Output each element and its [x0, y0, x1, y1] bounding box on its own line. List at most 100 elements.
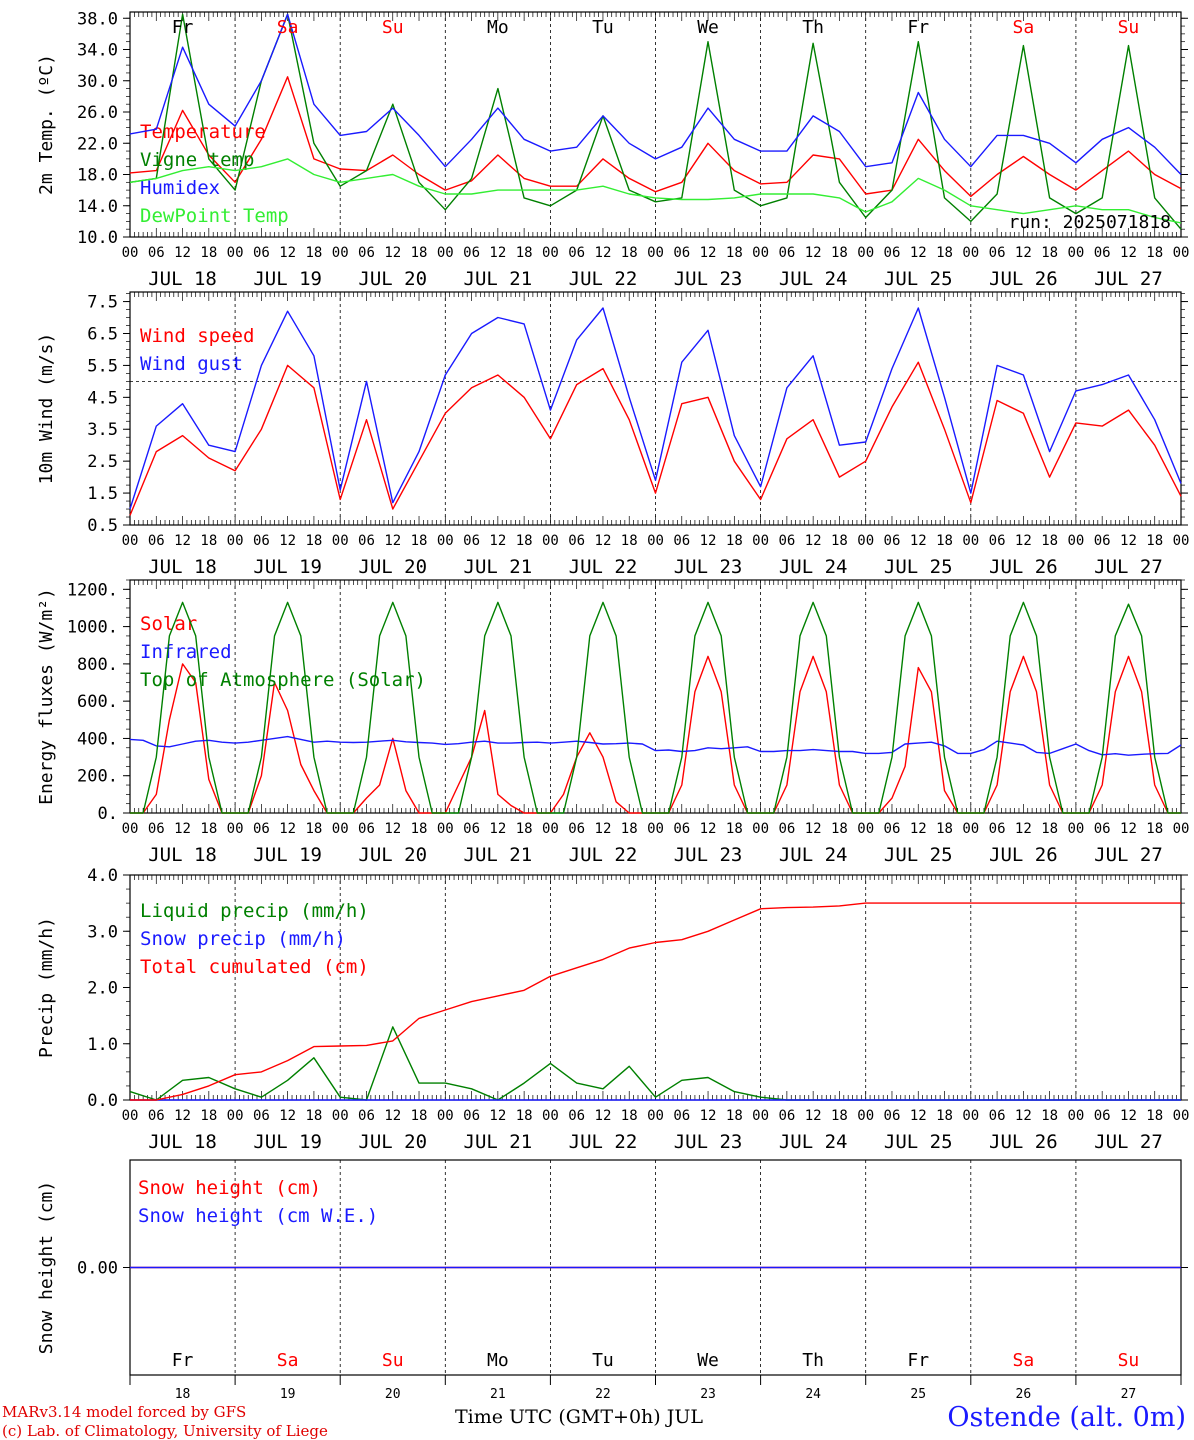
y-tick-label: 38.0	[77, 9, 118, 29]
hour-label: 12	[700, 245, 717, 261]
y-tick-label: 7.5	[87, 293, 118, 313]
date-label: JUL 21	[464, 268, 533, 290]
hour-label: 18	[305, 1108, 322, 1124]
y-tick-label: 2.5	[87, 452, 118, 472]
hour-label: 18	[936, 1108, 953, 1124]
y-axis-label: Precip (mm/h)	[36, 917, 57, 1058]
hour-label: 12	[805, 533, 822, 549]
hour-label: 00	[227, 245, 244, 261]
day-number-label: 24	[805, 1387, 821, 1402]
weekday-label: We	[697, 1350, 719, 1371]
legend-label: Top of Atmosphere (Solar)	[140, 669, 426, 691]
hour-label: 18	[516, 533, 533, 549]
hour-label: 12	[279, 533, 296, 549]
hour-label: 18	[1041, 821, 1058, 837]
hour-label: 00	[857, 1108, 874, 1124]
date-label: JUL 24	[779, 844, 848, 866]
panel-3: 0. 200. 400. 600. 800. 1000. 1200. Energy fluxe…	[36, 579, 1189, 866]
y-tick-label: 600.	[77, 692, 118, 712]
hour-label: 12	[1015, 533, 1032, 549]
day-number-label: 20	[385, 1387, 401, 1402]
hour-label: 18	[1146, 1108, 1163, 1124]
weekday-label: Su	[1118, 1350, 1140, 1371]
y-tick-label: 6.5	[87, 324, 118, 344]
hour-label: 18	[1041, 1108, 1058, 1124]
date-label: JUL 20	[358, 268, 427, 290]
date-label: JUL 25	[884, 556, 953, 578]
hour-label: 12	[1120, 821, 1137, 837]
day-number-label: 25	[910, 1387, 926, 1402]
hour-label: 12	[1120, 533, 1137, 549]
hour-label: 18	[831, 533, 848, 549]
legend-label: Snow precip (mm/h)	[140, 928, 346, 950]
hour-label: 06	[989, 1108, 1006, 1124]
hour-label: 06	[463, 1108, 480, 1124]
hour-label: 12	[384, 245, 401, 261]
hour-label: 18	[305, 533, 322, 549]
station-name: Ostende (alt. 0m)	[947, 1402, 1186, 1433]
y-tick-label: 400.	[77, 729, 118, 749]
hour-label: 06	[989, 821, 1006, 837]
date-label: JUL 20	[358, 1131, 427, 1153]
hour-label: 00	[1067, 533, 1084, 549]
weekday-label: Sa	[277, 17, 299, 38]
date-label: JUL 26	[989, 1131, 1058, 1153]
hour-label: 18	[200, 533, 217, 549]
hour-label: 18	[936, 245, 953, 261]
hour-label: 18	[411, 821, 428, 837]
hour-label: 00	[437, 245, 454, 261]
day-number-label: 19	[280, 1387, 296, 1402]
date-label: JUL 18	[148, 556, 217, 578]
y-tick-label: 18.0	[77, 166, 118, 186]
hour-label: 00	[122, 821, 139, 837]
y-tick-label: 14.0	[77, 197, 118, 217]
hour-label: 18	[621, 245, 638, 261]
legend-label: DewPoint Temp	[140, 205, 289, 227]
hour-label: 00	[122, 533, 139, 549]
hour-label: 00	[1173, 245, 1190, 261]
hour-label: 06	[253, 1108, 270, 1124]
hour-label: 12	[384, 821, 401, 837]
hour-label: 18	[726, 245, 743, 261]
hour-label: 18	[726, 1108, 743, 1124]
lab-credit: (c) Lab. of Climatology, University of L…	[2, 1422, 328, 1440]
hour-label: 12	[1120, 1108, 1137, 1124]
hour-label: 00	[332, 245, 349, 261]
hour-label: 00	[752, 1108, 769, 1124]
hour-label: 18	[936, 821, 953, 837]
hour-label: 06	[253, 821, 270, 837]
hour-label: 12	[910, 533, 927, 549]
y-tick-label: 10.0	[77, 228, 118, 248]
hour-label: 18	[305, 821, 322, 837]
hour-label: 18	[411, 533, 428, 549]
y-axis-label: Snow height (cm)	[36, 1181, 57, 1354]
weekday-label: Sa	[1013, 17, 1035, 38]
hour-label: 18	[200, 245, 217, 261]
date-label: JUL 22	[569, 844, 638, 866]
y-tick-label: 5.5	[87, 356, 118, 376]
hour-label: 12	[279, 821, 296, 837]
hour-label: 18	[1146, 533, 1163, 549]
hour-label: 00	[752, 533, 769, 549]
hour-label: 00	[962, 533, 979, 549]
weekday-label: Sa	[1013, 1350, 1035, 1371]
day-number-label: 18	[175, 1387, 191, 1402]
run-annotation: run: 2025071818	[1008, 212, 1171, 233]
date-label: JUL 21	[464, 556, 533, 578]
hour-label: 12	[489, 245, 506, 261]
weekday-label: Th	[802, 1350, 824, 1371]
y-tick-label: 1.5	[87, 484, 118, 504]
hour-label: 00	[332, 821, 349, 837]
weekday-label: Su	[382, 17, 404, 38]
hour-label: 06	[673, 1108, 690, 1124]
hour-label: 18	[1146, 245, 1163, 261]
weekday-label: Fr	[907, 1350, 929, 1371]
y-tick-label: 3.0	[87, 922, 118, 942]
date-label: JUL 20	[358, 844, 427, 866]
date-label: JUL 19	[253, 1131, 322, 1153]
date-label: JUL 19	[253, 268, 322, 290]
hour-label: 18	[621, 1108, 638, 1124]
y-tick-label: 1000.	[67, 618, 118, 638]
hour-label: 18	[200, 821, 217, 837]
hour-label: 00	[542, 821, 559, 837]
